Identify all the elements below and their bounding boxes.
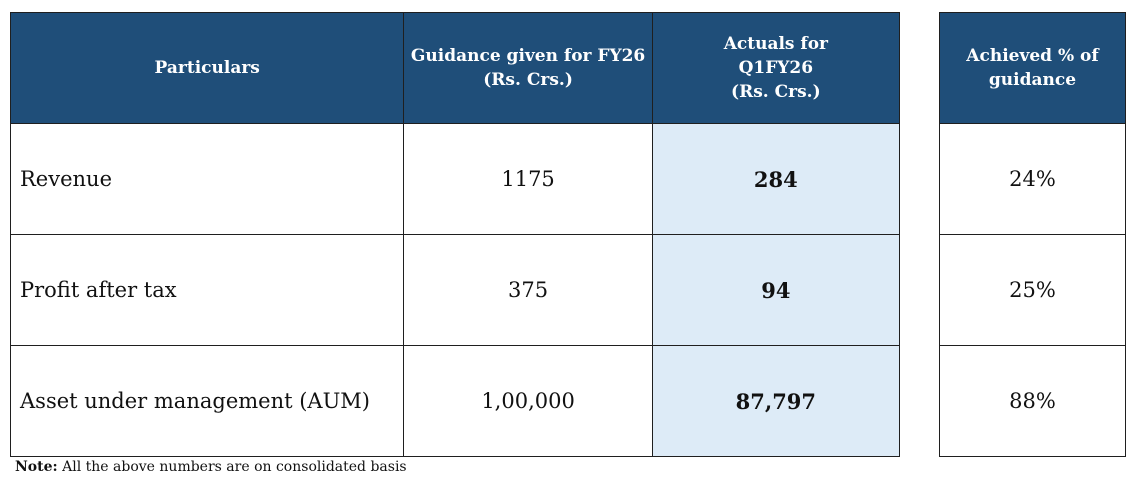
table-row: Asset under management (AUM) 1,00,000 87… bbox=[9, 345, 901, 457]
header-guidance-line2: (Rs. Crs.) bbox=[483, 70, 573, 90]
header-guidance: Guidance given for FY26 (Rs. Crs.) bbox=[403, 12, 653, 124]
cell-guidance: 1175 bbox=[403, 123, 653, 235]
footnote-label: Note: bbox=[15, 459, 58, 475]
header-achieved-line1: Achieved % of bbox=[966, 46, 1099, 66]
header-actuals-line2: Q1FY26 bbox=[738, 58, 814, 78]
guidance-table: Particulars Guidance given for FY26 (Rs.… bbox=[9, 12, 901, 457]
header-actuals: Actuals for Q1FY26 (Rs. Crs.) bbox=[651, 12, 901, 124]
cell-achieved: 88% bbox=[939, 345, 1126, 457]
table-row: 88% bbox=[939, 345, 1126, 457]
cell-achieved: 25% bbox=[939, 234, 1126, 346]
cell-actuals: 284 bbox=[651, 123, 901, 235]
cell-actuals: 94 bbox=[651, 234, 901, 346]
header-actuals-line3: (Rs. Crs.) bbox=[731, 82, 821, 102]
table-row: 25% bbox=[939, 234, 1126, 346]
achieved-table: Achieved % of guidance 24% 25% 88% bbox=[939, 12, 1126, 457]
cell-guidance: 375 bbox=[403, 234, 653, 346]
achieved-header-row: Achieved % of guidance bbox=[939, 12, 1126, 124]
cell-actuals: 87,797 bbox=[651, 345, 901, 457]
table-row: Revenue 1175 284 bbox=[9, 123, 901, 235]
footnote: Note: All the above numbers are on conso… bbox=[15, 458, 407, 476]
cell-guidance: 1,00,000 bbox=[403, 345, 653, 457]
table-row: 24% bbox=[939, 123, 1126, 235]
header-actuals-line1: Actuals for bbox=[723, 34, 829, 54]
cell-particular: Revenue bbox=[9, 123, 405, 235]
footnote-text: All the above numbers are on consolidate… bbox=[62, 459, 407, 475]
header-particulars: Particulars bbox=[9, 12, 405, 124]
header-particulars-label: Particulars bbox=[154, 58, 260, 78]
cell-particular: Profit after tax bbox=[9, 234, 405, 346]
cell-particular: Asset under management (AUM) bbox=[9, 345, 405, 457]
header-guidance-line1: Guidance given for FY26 bbox=[410, 46, 646, 66]
header-achieved: Achieved % of guidance bbox=[939, 12, 1126, 124]
cell-achieved: 24% bbox=[939, 123, 1126, 235]
table-header-row: Particulars Guidance given for FY26 (Rs.… bbox=[9, 12, 901, 124]
header-achieved-line2: guidance bbox=[988, 70, 1077, 90]
table-row: Profit after tax 375 94 bbox=[9, 234, 901, 346]
